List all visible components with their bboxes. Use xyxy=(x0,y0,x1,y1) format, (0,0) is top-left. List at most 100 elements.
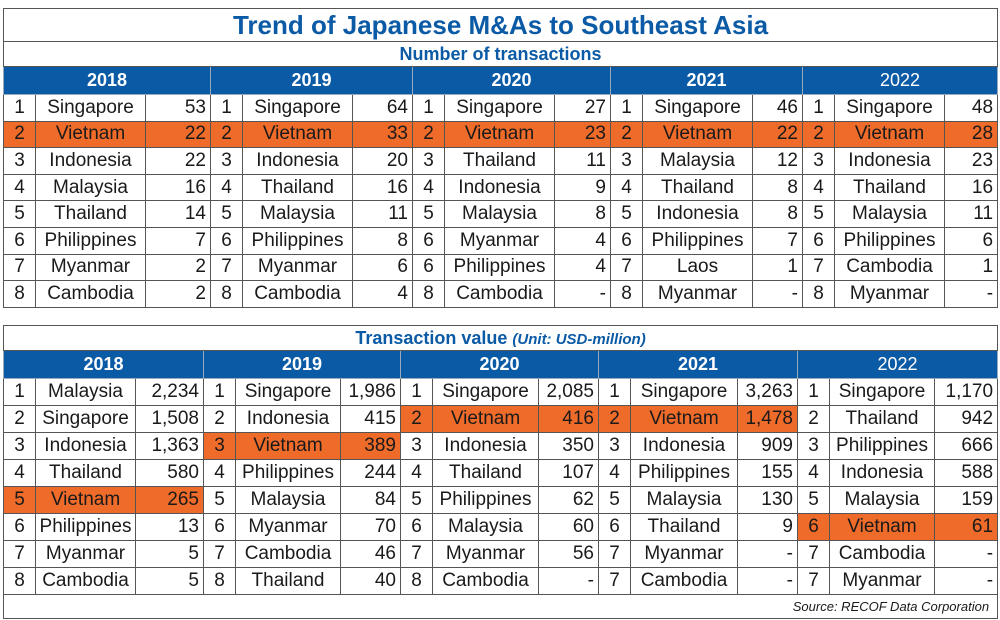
country-cell: Myanmar xyxy=(834,280,945,308)
table-row: 2 Singapore 1,508 2 Indonesia 415 2 Vietnam 416 2… xyxy=(3,405,999,433)
rank-cell: 4 xyxy=(797,459,830,487)
value-cell: 389 xyxy=(340,432,401,460)
country-cell: Philippines xyxy=(834,226,945,255)
value-cell: 62 xyxy=(538,486,599,514)
value-cell: 1 xyxy=(943,253,999,282)
table-row: 8 Cambodia 5 8 Thailand 40 8 Cambodia -7 Cambodia… xyxy=(3,567,999,595)
value-cell: 22 xyxy=(752,120,803,149)
country-cell: Thailand xyxy=(444,147,555,175)
rank-cell: 3 xyxy=(412,147,445,175)
rank-cell: 7 xyxy=(3,253,36,282)
rank-cell: 1 xyxy=(203,378,236,406)
rank-cell: 8 xyxy=(3,567,36,595)
country-cell: Vietnam xyxy=(432,405,539,433)
rank-cell: 6 xyxy=(3,513,36,541)
country-cell: Thailand xyxy=(642,173,753,202)
value-cell: 9 xyxy=(737,513,798,541)
value-cell: - xyxy=(752,280,803,308)
country-cell: Myanmar xyxy=(35,540,136,568)
country-cell: Singapore xyxy=(444,94,555,122)
rank-cell: 2 xyxy=(412,120,445,149)
country-cell: Philippines xyxy=(35,513,136,541)
year-header-2020: 2020 xyxy=(412,66,611,95)
country-cell: Vietnam xyxy=(834,120,945,149)
value-cell: 265 xyxy=(135,486,204,514)
rank-cell: 8 xyxy=(412,280,445,308)
rank-cell: 3 xyxy=(610,147,643,175)
rank-cell: 7 xyxy=(797,567,830,595)
table-row: 6 Philippines 13 6 Myanmar 70 6 Malaysia 60 6 Thai… xyxy=(3,513,999,541)
value-cell: 11 xyxy=(352,200,413,228)
value-cell: 40 xyxy=(340,567,401,595)
value-cell: 666 xyxy=(933,432,999,460)
country-cell: Malaysia xyxy=(834,200,945,228)
country-cell: Singapore xyxy=(35,405,136,433)
table-row: 2 Vietnam 22 2 Vietnam 33 2 Vietnam 23 2 Vietnam 22… xyxy=(3,120,999,149)
country-cell: Myanmar xyxy=(630,540,738,568)
rank-cell: 6 xyxy=(412,226,445,255)
rank-cell: 4 xyxy=(203,459,236,487)
rank-cell: 2 xyxy=(3,120,36,149)
rank-cell: 8 xyxy=(802,280,835,308)
value-cell: 2 xyxy=(145,280,211,308)
rank-cell: 6 xyxy=(210,226,243,255)
value-cell: 64 xyxy=(352,94,413,122)
country-cell: Cambodia xyxy=(242,280,353,308)
country-cell: Singapore xyxy=(630,378,738,406)
country-cell: Philippines xyxy=(35,226,146,255)
country-cell: Malaysia xyxy=(829,486,935,514)
rank-cell: 4 xyxy=(412,173,445,202)
year-header-2022: 2022 xyxy=(801,66,999,95)
value-cell: 14 xyxy=(145,200,211,228)
value-cell: 6 xyxy=(943,226,999,255)
country-cell: Indonesia xyxy=(35,147,146,175)
rank-cell: 4 xyxy=(610,173,643,202)
count-subtitle: Number of transactions xyxy=(2,41,999,67)
country-cell: Vietnam xyxy=(242,120,353,149)
table-row: 1 Malaysia 2,234 1 Singapore 1,986 1 Singapore 2… xyxy=(3,378,999,406)
country-cell: Vietnam xyxy=(235,432,341,460)
country-cell: Singapore xyxy=(642,94,753,122)
value-subtitle-text: Transaction value xyxy=(355,327,508,348)
country-cell: Vietnam xyxy=(35,486,136,514)
country-cell: Cambodia xyxy=(630,567,738,595)
table-row: 4 Thailand 580 4 Philippines 244 4 Thailand 107 4… xyxy=(3,459,999,487)
country-cell: Philippines xyxy=(235,459,341,487)
country-cell: Cambodia xyxy=(444,280,555,308)
country-cell: Thailand xyxy=(35,200,146,228)
value-cell: 33 xyxy=(352,120,413,149)
value-cell: 130 xyxy=(737,486,798,514)
value-cell: 7 xyxy=(145,226,211,255)
value-cell: 580 xyxy=(135,459,204,487)
rank-cell: 4 xyxy=(3,459,36,487)
country-cell: Malaysia xyxy=(630,486,738,514)
table-row: 1 Singapore 53 1 Singapore 64 1 Singapore 27 1 Sin… xyxy=(3,94,999,122)
country-cell: Philippines xyxy=(242,226,353,255)
country-cell: Vietnam xyxy=(829,513,935,541)
value-cell: 159 xyxy=(933,486,999,514)
rank-cell: 6 xyxy=(3,226,36,255)
country-cell: Vietnam xyxy=(444,120,555,149)
value-cell: 13 xyxy=(135,513,204,541)
rank-cell: 5 xyxy=(3,486,36,514)
rank-cell: 2 xyxy=(797,405,830,433)
rank-cell: 3 xyxy=(598,432,631,460)
source-note: Source: RECOF Data Corporation xyxy=(2,594,999,619)
value-cell: 4 xyxy=(554,226,611,255)
country-cell: Laos xyxy=(642,253,753,282)
country-cell: Cambodia xyxy=(235,540,341,568)
value-cell: 1,508 xyxy=(135,405,204,433)
rank-cell: 5 xyxy=(3,200,36,228)
country-cell: Indonesia xyxy=(235,405,341,433)
year-header-2018: 2018 xyxy=(3,66,211,95)
value-cell: 4 xyxy=(352,280,413,308)
rank-cell: 3 xyxy=(203,432,236,460)
rank-cell: 1 xyxy=(400,378,433,406)
table-row: 4 Malaysia 16 4 Thailand 16 4 Indonesia 9 4 Thaila… xyxy=(3,173,999,202)
rank-cell: 1 xyxy=(802,94,835,122)
value-cell: 6 xyxy=(352,253,413,282)
year-header-2019: 2019 xyxy=(210,66,413,95)
value-cell: 56 xyxy=(538,540,599,568)
value-cell: 2,234 xyxy=(135,378,204,406)
country-cell: Malaysia xyxy=(444,200,555,228)
